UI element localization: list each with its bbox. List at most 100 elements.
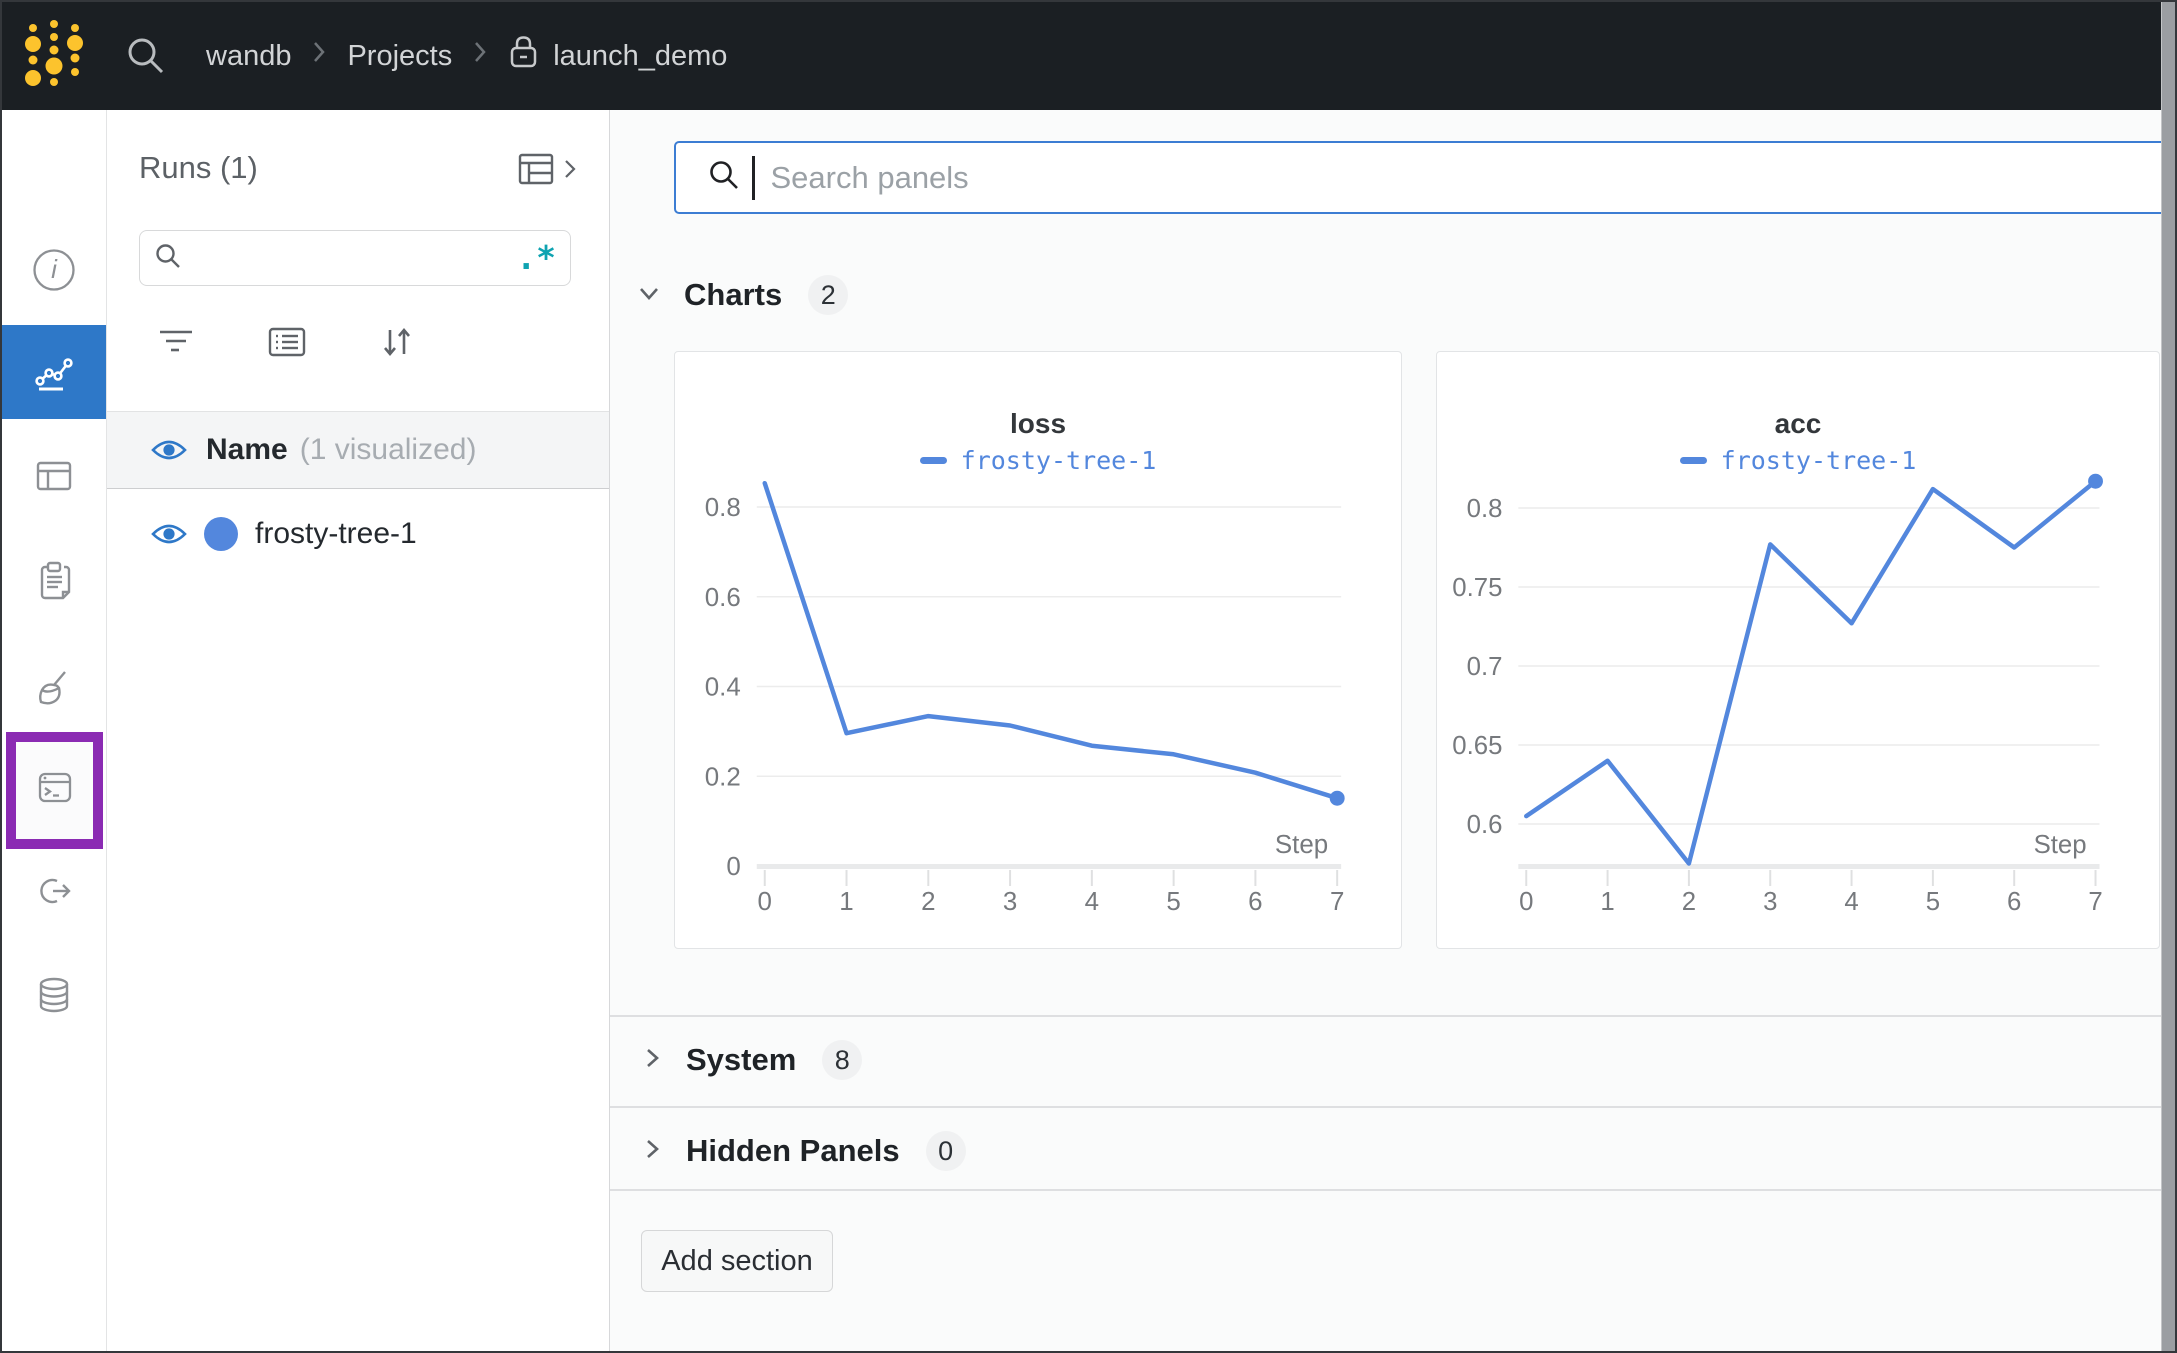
section-hidden-panels-toggle[interactable]: Hidden Panels 0 <box>638 1108 966 1194</box>
svg-text:3: 3 <box>1763 888 1777 916</box>
lock-icon <box>508 34 539 78</box>
regex-toggle[interactable]: .* <box>516 238 556 277</box>
svg-text:6: 6 <box>1248 886 1262 916</box>
nav-runs-table[interactable] <box>2 429 106 523</box>
svg-text:7: 7 <box>1330 886 1344 916</box>
search-icon <box>708 159 740 196</box>
vertical-scrollbar[interactable] <box>2161 2 2175 1351</box>
svg-text:0: 0 <box>726 851 740 881</box>
chevron-right-icon <box>563 157 577 186</box>
runs-search-input[interactable] <box>192 241 517 275</box>
runs-toolbar <box>153 322 419 367</box>
section-label: Charts <box>684 277 783 312</box>
svg-text:0.8: 0.8 <box>1467 495 1503 523</box>
eye-visibility-icon[interactable] <box>150 519 188 549</box>
chevron-right-icon <box>472 39 488 73</box>
nav-jobs-highlight[interactable] <box>6 732 103 849</box>
section-label: System <box>686 1042 797 1077</box>
svg-text:0.6: 0.6 <box>705 582 741 612</box>
run-color-dot <box>204 517 238 551</box>
section-charts-toggle[interactable]: Charts 2 <box>634 275 849 315</box>
section-divider <box>610 1106 2161 1108</box>
runs-name-header[interactable]: Name (1 visualized) <box>107 411 609 489</box>
section-count-badge: 8 <box>822 1040 863 1080</box>
nav-sweeps[interactable] <box>2 640 106 734</box>
line-chart-icon <box>31 349 77 395</box>
workspace-main: Charts 2 loss frosty-tree-1 00.20.40.60.… <box>610 110 2175 1351</box>
svg-text:Step: Step <box>2034 831 2087 859</box>
section-system-toggle[interactable]: System 8 <box>638 1017 863 1103</box>
sort-button[interactable] <box>375 322 419 367</box>
nav-overview[interactable]: i <box>2 223 106 317</box>
add-section-button[interactable]: Add section <box>641 1230 833 1292</box>
svg-text:Step: Step <box>1275 829 1328 859</box>
panel-card-loss[interactable]: loss frosty-tree-1 0 0.2 0.4 0.6 0.8 0 1 2 3 4 5 6 7… <box>674 351 1402 949</box>
database-icon <box>31 973 77 1019</box>
visualized-count-label: (1 visualized) <box>299 433 477 466</box>
svg-text:0.8: 0.8 <box>705 492 741 522</box>
section-divider <box>610 1189 2161 1191</box>
panel-search-input[interactable] <box>768 158 2168 197</box>
chevron-right-icon <box>311 39 327 73</box>
chart-title: loss <box>1009 408 1067 439</box>
table-icon <box>31 453 77 499</box>
expand-runs-table-button[interactable] <box>515 148 577 195</box>
run-row[interactable]: frosty-tree-1 <box>107 489 609 579</box>
nav-automations[interactable] <box>2 845 106 939</box>
name-column-label: Name <box>206 433 288 466</box>
info-icon: i <box>31 247 77 293</box>
arrow-loop-icon <box>31 869 77 915</box>
breadcrumb-section[interactable]: Projects <box>347 39 453 72</box>
clipboard-icon <box>31 557 77 603</box>
svg-text:3: 3 <box>1003 886 1017 916</box>
acc-line-chart: 0.6 0.65 0.7 0.75 0.8 0 1 2 3 4 5 6 7 Step <box>1452 473 2103 916</box>
nav-reports[interactable] <box>2 533 106 627</box>
chevron-right-icon <box>638 1134 666 1169</box>
section-count-badge: 0 <box>925 1131 966 1171</box>
svg-text:0: 0 <box>758 886 772 916</box>
svg-text:4: 4 <box>1844 888 1858 916</box>
run-name: frosty-tree-1 <box>255 517 417 550</box>
top-bar: wandb Projects launch_demo <box>2 2 2175 110</box>
filter-button[interactable] <box>153 322 199 367</box>
svg-text:5: 5 <box>1926 888 1940 916</box>
group-list-button[interactable] <box>265 322 309 367</box>
svg-text:i: i <box>51 254 58 284</box>
svg-text:1: 1 <box>1600 888 1614 916</box>
svg-text:7: 7 <box>2088 888 2102 916</box>
legend-swatch <box>919 457 947 464</box>
terminal-icon <box>32 765 78 816</box>
chevron-down-icon <box>634 278 664 313</box>
section-label: Hidden Panels <box>686 1133 900 1168</box>
svg-text:0.2: 0.2 <box>705 761 741 791</box>
svg-text:0.6: 0.6 <box>1467 811 1503 839</box>
breadcrumb-project[interactable]: launch_demo <box>508 34 727 78</box>
table-grid-icon <box>515 148 557 195</box>
wandb-logo-icon[interactable] <box>24 17 84 100</box>
chart-legend: frosty-tree-1 <box>1437 446 2159 475</box>
search-icon <box>154 242 182 275</box>
nav-artifacts[interactable] <box>2 949 106 1043</box>
broom-icon <box>31 664 77 710</box>
chevron-right-icon <box>638 1043 666 1078</box>
svg-text:0.65: 0.65 <box>1452 732 1502 760</box>
svg-text:6: 6 <box>2007 888 2021 916</box>
section-count-badge: 2 <box>808 275 849 315</box>
svg-text:0: 0 <box>1519 888 1533 916</box>
panel-search-box <box>674 141 2170 214</box>
breadcrumb: wandb Projects launch_demo <box>206 2 727 110</box>
eye-visibility-icon[interactable] <box>150 435 188 465</box>
nav-workspace[interactable] <box>2 325 106 419</box>
panel-card-acc[interactable]: acc frosty-tree-1 0.6 0.65 0.7 0.75 0.8 0 1 2 3 4… <box>1436 351 2160 949</box>
svg-text:5: 5 <box>1166 886 1180 916</box>
text-cursor <box>752 155 755 200</box>
runs-panel-title: Runs (1) <box>139 150 258 185</box>
runs-panel: Runs (1) .* <box>107 110 610 1351</box>
svg-text:0.75: 0.75 <box>1452 574 1502 602</box>
breadcrumb-org[interactable]: wandb <box>206 39 292 72</box>
svg-text:0.7: 0.7 <box>1467 653 1503 681</box>
svg-text:4: 4 <box>1085 886 1099 916</box>
global-search-icon[interactable] <box>124 34 168 83</box>
